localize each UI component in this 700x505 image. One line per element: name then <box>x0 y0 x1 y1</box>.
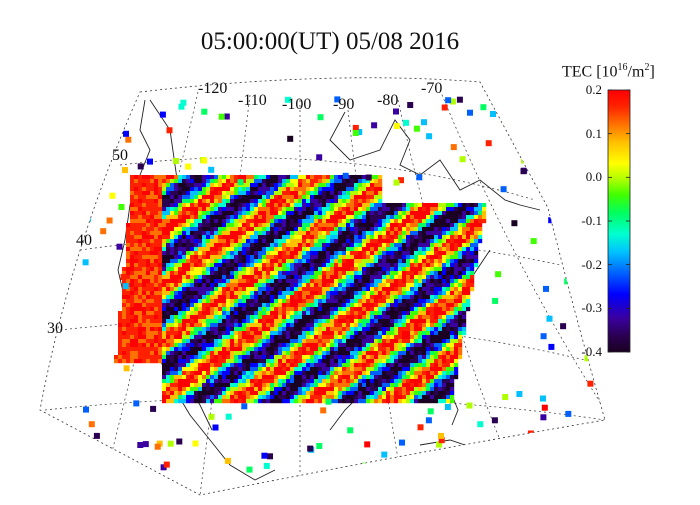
lat-label-50: 50 <box>112 147 128 164</box>
map-title: 05:00:00(UT) 05/08 2016 <box>200 28 460 55</box>
lon-label-70: -70 <box>421 80 443 97</box>
colorbar-tick-label: -0.1 <box>581 213 602 228</box>
colorbar-title: TEC [1016/m2] <box>562 62 655 81</box>
lon-label-90: -90 <box>333 96 355 113</box>
lat-label-40: 40 <box>76 232 92 249</box>
lon-label-80: -80 <box>377 92 399 109</box>
colorbar-tick-label: 0.1 <box>585 125 602 141</box>
colorbar-ticks <box>608 89 630 353</box>
colorbar-tick-label: 0.2 <box>585 82 602 97</box>
tec-data-pixels <box>82 95 604 476</box>
colorbar-tick-label: -0.3 <box>581 300 602 316</box>
lat-label-30: 30 <box>47 320 63 337</box>
lon-label-110: -110 <box>238 92 267 109</box>
colorbar-tick-label: -0.4 <box>581 344 602 359</box>
lon-label-120: -120 <box>198 80 228 97</box>
map-content <box>44 89 605 495</box>
colorbar-tick-label: 0.0 <box>585 169 602 185</box>
lon-label-100: -100 <box>282 96 312 113</box>
colorbar-tick-label: -0.2 <box>581 256 602 272</box>
